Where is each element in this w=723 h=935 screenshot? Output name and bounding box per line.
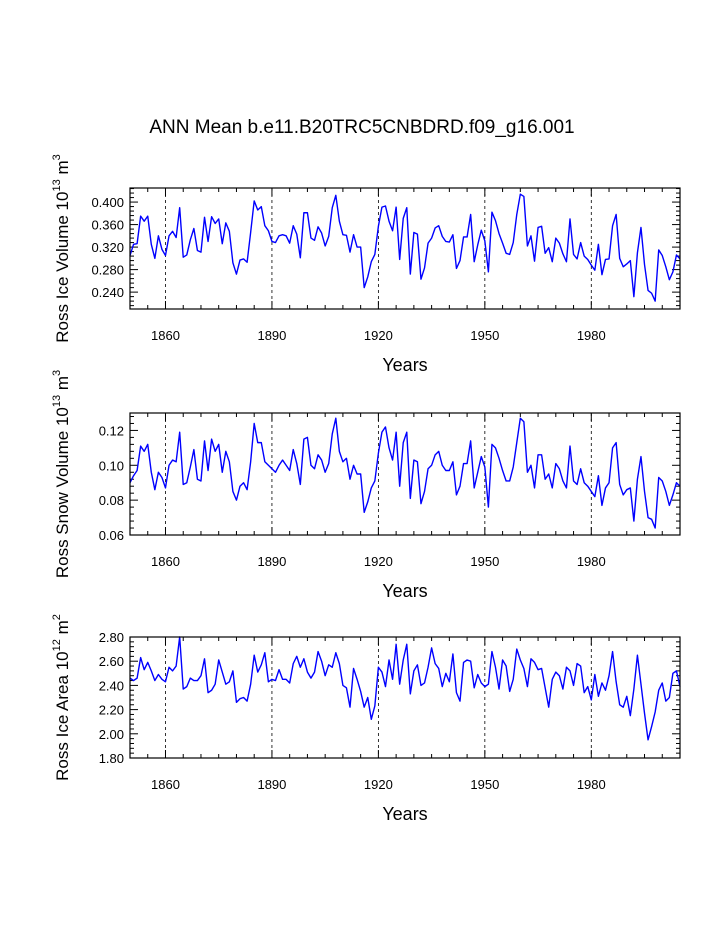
x-tick-label: 1950 bbox=[470, 777, 499, 792]
x-tick-label: 1860 bbox=[151, 554, 180, 569]
x-tick-label: 1920 bbox=[364, 777, 393, 792]
x-tick-label: 1890 bbox=[257, 554, 286, 569]
x-tick-label: 1890 bbox=[257, 777, 286, 792]
y-tick-label: 0.320 bbox=[91, 240, 124, 255]
y-axis-title: Ross Ice Area 1012 m2 bbox=[51, 614, 72, 781]
y-tick-label: 2.40 bbox=[99, 678, 124, 693]
x-tick-label: 1950 bbox=[470, 554, 499, 569]
x-tick-label: 1920 bbox=[364, 554, 393, 569]
y-tick-label: 0.280 bbox=[91, 263, 124, 278]
y-tick-label: 0.10 bbox=[99, 458, 124, 473]
x-tick-label: 1950 bbox=[470, 328, 499, 343]
y-tick-label: 0.360 bbox=[91, 218, 124, 233]
y-tick-label: 1.80 bbox=[99, 751, 124, 766]
x-tick-label: 1860 bbox=[151, 328, 180, 343]
x-tick-label: 1980 bbox=[577, 554, 606, 569]
x-tick-label: 1920 bbox=[364, 328, 393, 343]
y-tick-label: 2.60 bbox=[99, 654, 124, 669]
y-tick-label: 0.240 bbox=[91, 285, 124, 300]
x-tick-label: 1980 bbox=[577, 777, 606, 792]
figure: ANN Mean b.e11.B20TRC5CNBDRD.f09_g16.001… bbox=[0, 0, 723, 935]
x-tick-label: 1890 bbox=[257, 328, 286, 343]
y-tick-label: 0.12 bbox=[99, 423, 124, 438]
y-tick-label: 0.08 bbox=[99, 493, 124, 508]
y-tick-label: 2.80 bbox=[99, 630, 124, 645]
y-tick-label: 0.400 bbox=[91, 195, 124, 210]
x-axis-title: Years bbox=[382, 581, 427, 601]
y-tick-label: 2.00 bbox=[99, 727, 124, 742]
x-axis-title: Years bbox=[382, 804, 427, 824]
x-tick-label: 1980 bbox=[577, 328, 606, 343]
figure-title: ANN Mean b.e11.B20TRC5CNBDRD.f09_g16.001 bbox=[149, 117, 574, 138]
x-tick-label: 1860 bbox=[151, 777, 180, 792]
y-tick-label: 0.06 bbox=[99, 528, 124, 543]
x-axis-title: Years bbox=[382, 355, 427, 375]
y-tick-label: 2.20 bbox=[99, 703, 124, 718]
